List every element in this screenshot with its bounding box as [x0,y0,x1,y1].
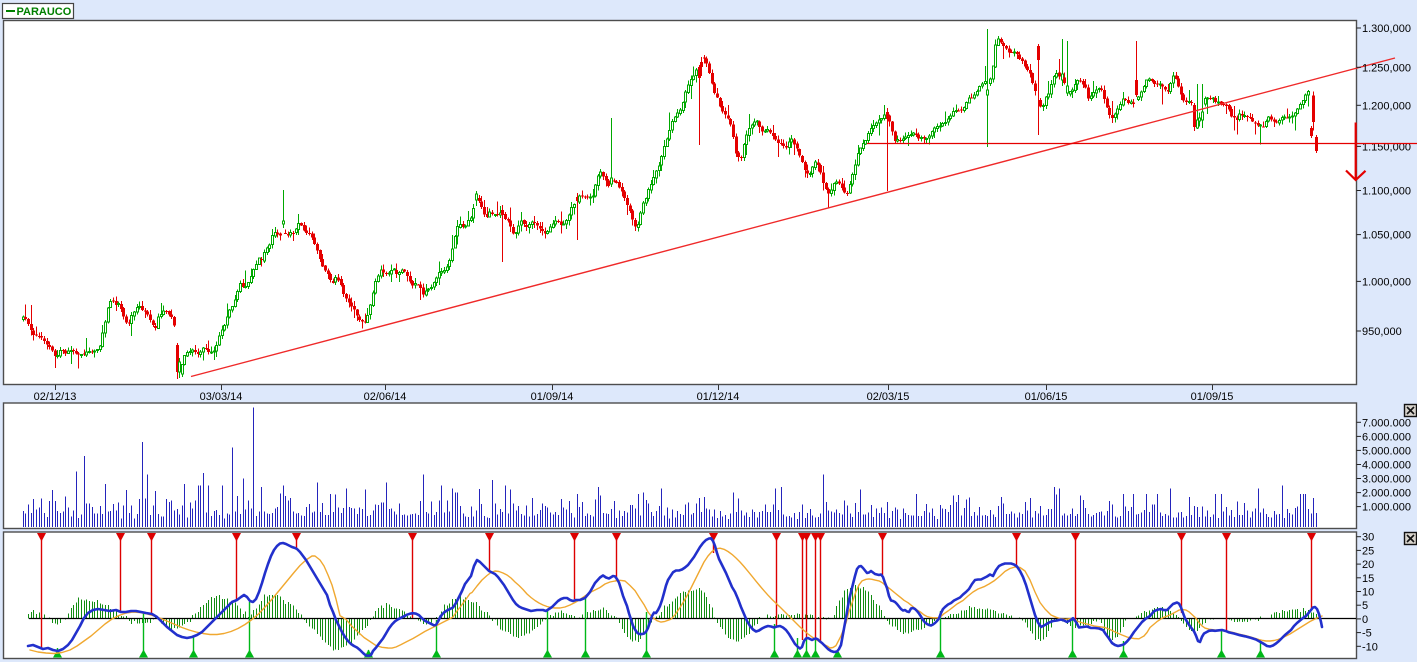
svg-text:20: 20 [1362,559,1374,571]
svg-text:5: 5 [1362,600,1368,612]
svg-text:01/12/14: 01/12/14 [697,391,740,403]
svg-text:02/06/14: 02/06/14 [364,391,407,403]
svg-text:02/03/15: 02/03/15 [867,391,910,403]
svg-text:4.000.000: 4.000.000 [1362,460,1411,472]
svg-text:2.000.000: 2.000.000 [1362,488,1411,500]
svg-text:1.150,000: 1.150,000 [1362,141,1411,153]
svg-text:0: 0 [1362,614,1368,626]
svg-text:30: 30 [1362,532,1374,544]
svg-text:-10: -10 [1362,641,1378,653]
svg-text:1.100,000: 1.100,000 [1362,186,1411,198]
svg-text:1.050,000: 1.050,000 [1362,230,1411,242]
svg-text:01/09/14: 01/09/14 [531,391,574,403]
svg-text:01/06/15: 01/06/15 [1025,391,1068,403]
svg-text:1.000.000: 1.000.000 [1362,502,1411,514]
svg-text:6.000.000: 6.000.000 [1362,431,1411,443]
svg-text:5.000.000: 5.000.000 [1362,445,1411,457]
svg-text:1.000,000: 1.000,000 [1362,276,1411,288]
svg-text:1.300,000: 1.300,000 [1362,23,1411,35]
svg-text:02/12/13: 02/12/13 [34,391,77,403]
svg-text:15: 15 [1362,573,1374,585]
svg-text:10: 10 [1362,587,1374,599]
svg-text:-5: -5 [1362,628,1372,640]
svg-text:7.000.000: 7.000.000 [1362,417,1411,429]
svg-text:3.000.000: 3.000.000 [1362,474,1411,486]
svg-text:01/09/15: 01/09/15 [1191,391,1234,403]
svg-text:950,000: 950,000 [1362,326,1402,338]
svg-text:1.250,000: 1.250,000 [1362,62,1411,74]
svg-text:PARAUCO: PARAUCO [17,6,72,18]
svg-text:1.200,000: 1.200,000 [1362,100,1411,112]
svg-text:25: 25 [1362,545,1374,557]
svg-text:03/03/14: 03/03/14 [200,391,243,403]
